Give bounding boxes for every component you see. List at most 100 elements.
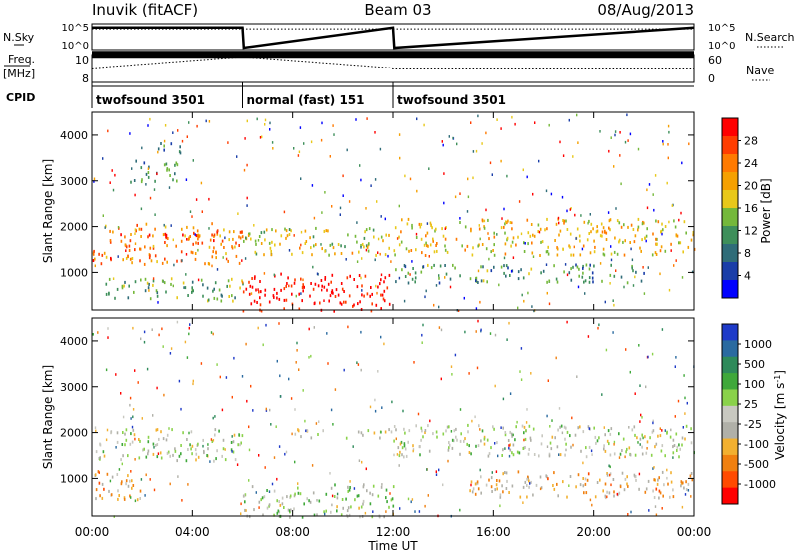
cpid-segment-label: normal (fast) 151	[247, 93, 365, 107]
heatmap-cell	[357, 430, 360, 434]
heatmap-cell	[645, 239, 647, 243]
heatmap-cell	[477, 444, 480, 448]
heatmap-cell	[163, 281, 166, 285]
heatmap-cell	[360, 178, 362, 182]
heatmap-cell	[470, 480, 473, 484]
heatmap-cell	[204, 262, 206, 266]
heatmap-cell	[576, 375, 578, 378]
heatmap-cell	[157, 150, 159, 154]
heatmap-cell	[551, 435, 554, 439]
heatmap-cell	[637, 228, 639, 232]
heatmap-cell	[285, 284, 287, 288]
heatmap-cell	[604, 300, 606, 304]
heatmap-cell	[244, 257, 247, 260]
heatmap-cell	[498, 283, 500, 287]
heatmap-cell	[566, 430, 569, 434]
heatmap-cell	[241, 279, 243, 283]
heatmap-cell	[518, 451, 521, 455]
heatmap-cell	[275, 229, 277, 233]
heatmap-cell	[511, 434, 513, 438]
heatmap-cell	[508, 321, 510, 325]
heatmap-cell	[475, 307, 478, 310]
heatmap-cell	[285, 229, 288, 233]
heatmap-cell	[658, 476, 660, 480]
heatmap-cell	[95, 450, 98, 454]
heatmap-cell	[548, 302, 551, 306]
heatmap-cell	[310, 282, 312, 285]
heatmap-cell	[215, 251, 217, 255]
heatmap-cell	[489, 332, 492, 335]
heatmap-cell	[478, 224, 480, 227]
heatmap-cell	[202, 294, 204, 298]
heatmap-cell	[659, 272, 661, 276]
heatmap-cell	[136, 223, 138, 227]
heatmap-cell	[358, 506, 360, 510]
heatmap-cell	[517, 235, 519, 239]
heatmap-cell	[558, 221, 560, 225]
heatmap-cell	[459, 508, 461, 512]
heatmap-cell	[645, 234, 648, 238]
heatmap-cell	[160, 456, 163, 460]
heatmap-cell	[610, 136, 612, 139]
heatmap-cell	[568, 118, 570, 122]
heatmap-cell	[229, 284, 231, 288]
heatmap-cell	[615, 269, 617, 272]
heatmap-cell	[359, 164, 361, 167]
heatmap-cell	[116, 287, 119, 291]
heatmap-cell	[297, 482, 299, 485]
heatmap-cell	[450, 430, 453, 433]
heatmap-cell	[626, 113, 628, 117]
heatmap-cell	[529, 482, 531, 485]
heatmap-cell	[268, 490, 271, 493]
heatmap-cell	[416, 117, 418, 121]
heatmap-cell	[147, 449, 150, 453]
heatmap-cell	[682, 426, 684, 429]
colorbar-segment	[722, 262, 738, 281]
heatmap-cell	[470, 121, 472, 124]
heatmap-cell	[147, 435, 150, 439]
heatmap-cell	[486, 280, 488, 284]
heatmap-cell	[384, 276, 387, 280]
heatmap-cell	[522, 447, 525, 450]
heatmap-cell	[361, 284, 363, 288]
heatmap-cell	[669, 435, 672, 439]
heatmap-cell	[618, 491, 621, 495]
heatmap-cell	[540, 442, 543, 446]
heatmap-cell	[380, 335, 382, 339]
heatmap-cell	[448, 135, 450, 138]
heatmap-cell	[580, 214, 582, 217]
heatmap-cell	[105, 255, 108, 259]
heatmap-cell	[424, 504, 426, 508]
heatmap-cell	[340, 513, 343, 517]
heatmap-cell	[608, 149, 610, 153]
heatmap-cell	[515, 425, 517, 429]
heatmap-cell	[293, 494, 296, 498]
heatmap-cell	[517, 306, 519, 310]
heatmap-cell	[613, 165, 615, 168]
heatmap-cell	[336, 505, 338, 509]
heatmap-cell	[258, 454, 260, 457]
heatmap-cell	[526, 495, 528, 499]
heatmap-cell	[385, 233, 387, 237]
heatmap-cell	[493, 427, 495, 431]
heatmap-cell	[360, 330, 362, 334]
heatmap-cell	[659, 249, 662, 253]
x-tick-label: 20:00	[576, 525, 611, 539]
heatmap-cell	[228, 238, 230, 242]
heatmap-cell	[496, 233, 498, 236]
heatmap-cell	[166, 260, 168, 264]
heatmap-cell	[693, 247, 696, 251]
heatmap-cell	[134, 369, 136, 372]
heatmap-cell	[584, 482, 587, 486]
heatmap-cell	[569, 232, 572, 236]
heatmap-cell	[224, 458, 227, 462]
heatmap-cell	[337, 293, 340, 297]
heatmap-cell	[177, 475, 179, 478]
heatmap-cell	[250, 237, 252, 241]
heatmap-cell	[176, 459, 178, 463]
heatmap-cell	[592, 280, 594, 284]
heatmap-cell	[192, 242, 194, 246]
heatmap-cell	[238, 261, 241, 265]
heatmap-cell	[526, 175, 528, 179]
heatmap-cell	[161, 261, 164, 265]
